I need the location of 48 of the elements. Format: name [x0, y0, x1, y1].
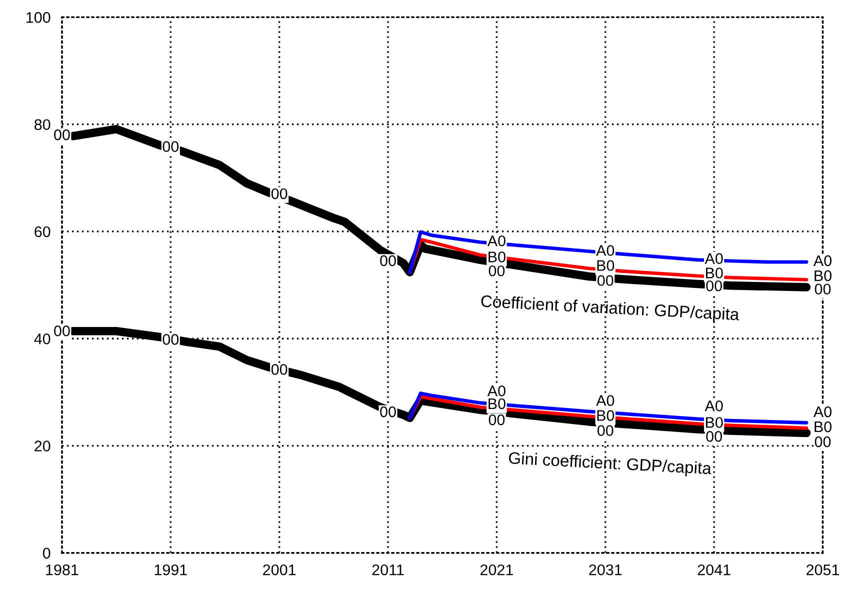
annotation: 00: [488, 265, 505, 276]
y-tick-label: 20: [34, 440, 50, 452]
annotation: A0: [704, 253, 723, 264]
annotation: B0: [814, 270, 832, 282]
x-tick-label: 2031: [589, 564, 622, 576]
y-tick-label: 60: [34, 226, 50, 238]
x-tick-label: 2041: [698, 564, 730, 576]
annotation: 00: [488, 414, 505, 426]
annotation: B0: [488, 252, 506, 262]
annotation: 00: [814, 436, 831, 448]
annotation: 00: [706, 431, 722, 442]
annotation: B0: [488, 398, 506, 410]
y-tick-label: 0: [42, 548, 50, 559]
annotation: 00: [597, 275, 614, 286]
annotation: 00: [597, 425, 614, 436]
annotation: 00: [706, 280, 722, 292]
annotation: 00: [162, 334, 179, 345]
annotation: 00: [380, 406, 396, 418]
annotation: B0: [706, 417, 723, 428]
annotation: Gini coefficient: GDP/capita: [508, 451, 712, 478]
y-tick-label: 80: [34, 119, 50, 130]
annotation: A0: [596, 395, 614, 406]
annotation: B0: [706, 268, 723, 278]
x-tick-label: 1981: [46, 564, 78, 576]
x-tick-label: 2021: [480, 564, 513, 576]
annotation: B0: [597, 410, 614, 421]
annotation: A0: [596, 245, 614, 256]
x-tick-label: 1991: [154, 564, 187, 576]
annotation: Coefficient of variation: GDP/capita: [480, 294, 740, 324]
annotation: A0: [813, 255, 832, 266]
annotation: 00: [271, 364, 288, 375]
x-tick-label: 2001: [263, 564, 296, 576]
annotation: A0: [813, 406, 832, 418]
annotation: 00: [380, 255, 396, 266]
x-tick-label: 2051: [806, 564, 840, 576]
annotation: A0: [704, 400, 723, 412]
x-tick-label: 2011: [372, 564, 404, 576]
annotation: 00: [271, 188, 288, 200]
annotation: 00: [54, 129, 70, 140]
annotation: 00: [814, 284, 831, 295]
annotation: B0: [814, 421, 832, 432]
annotation: 00: [162, 141, 179, 152]
y-tick-label: 40: [34, 333, 50, 344]
annotation: B0: [597, 260, 614, 271]
annotation: 00: [54, 325, 70, 336]
y-tick-label: 100: [26, 12, 50, 23]
annotation: A0: [487, 385, 506, 396]
annotation: A0: [487, 235, 506, 246]
